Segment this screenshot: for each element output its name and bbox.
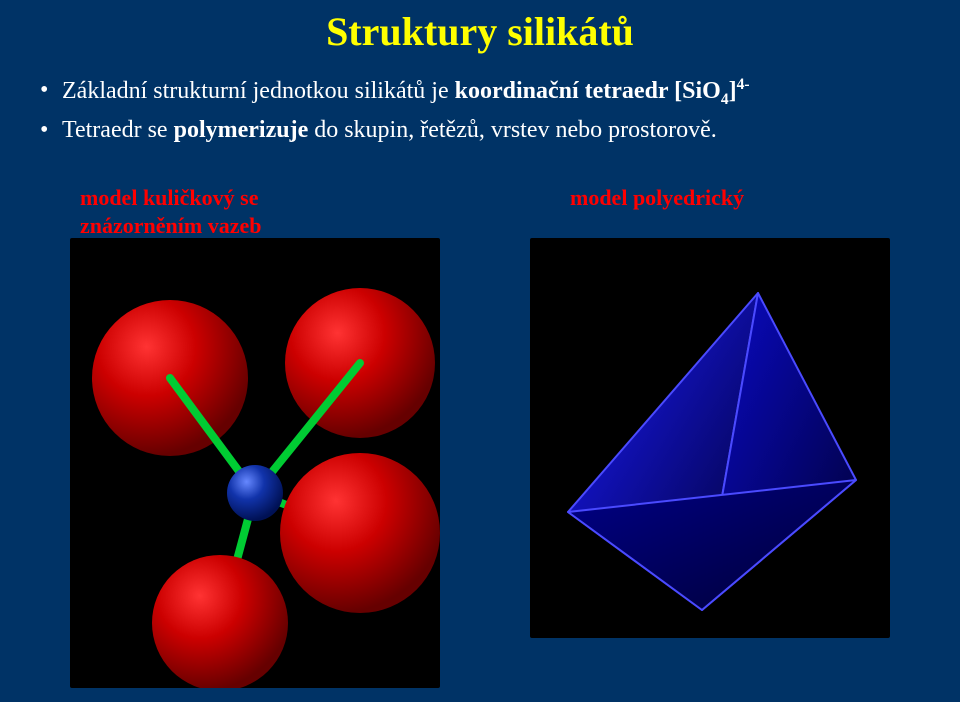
caption-ball-stick: model kuličkový se znázorněním vazeb (80, 184, 340, 239)
ball-stick-model (70, 238, 440, 688)
bullet-list: Základní strukturní jednotkou silikátů j… (40, 74, 920, 150)
caption-ball-stick-line2: znázorněním vazeb (80, 213, 261, 238)
panel-polyhedral (530, 238, 890, 638)
bullet-2-text-a: Tetraedr se (62, 117, 174, 143)
polyhedral-model (530, 238, 890, 638)
bullet-1-sub: 4 (721, 91, 729, 108)
bullet-2-text-b: do skupin, (308, 117, 420, 143)
bullet-1-sup: 4- (737, 76, 750, 93)
caption-polyhedral: model polyedrický (570, 184, 830, 212)
bullet-1-text-a: Základní strukturní jednotkou silikátů j… (62, 78, 455, 104)
bullet-2-text-c: řetězů, vrstev nebo prostorově. (420, 117, 717, 143)
bullet-1-bold: koordinační tetraedr [SiO (455, 78, 721, 104)
bullet-1: Základní strukturní jednotkou silikátů j… (40, 74, 920, 110)
caption-ball-stick-line1: model kuličkový se (80, 185, 258, 210)
bullet-1-post: ] (729, 78, 737, 104)
panel-ball-stick (70, 238, 440, 688)
page-title: Struktury silikátů (0, 8, 960, 55)
bullet-2: Tetraedr se polymerizuje do skupin, řetě… (40, 114, 920, 146)
bullet-2-bold: polymerizuje (174, 117, 309, 143)
caption-polyhedral-text: model polyedrický (570, 185, 744, 210)
